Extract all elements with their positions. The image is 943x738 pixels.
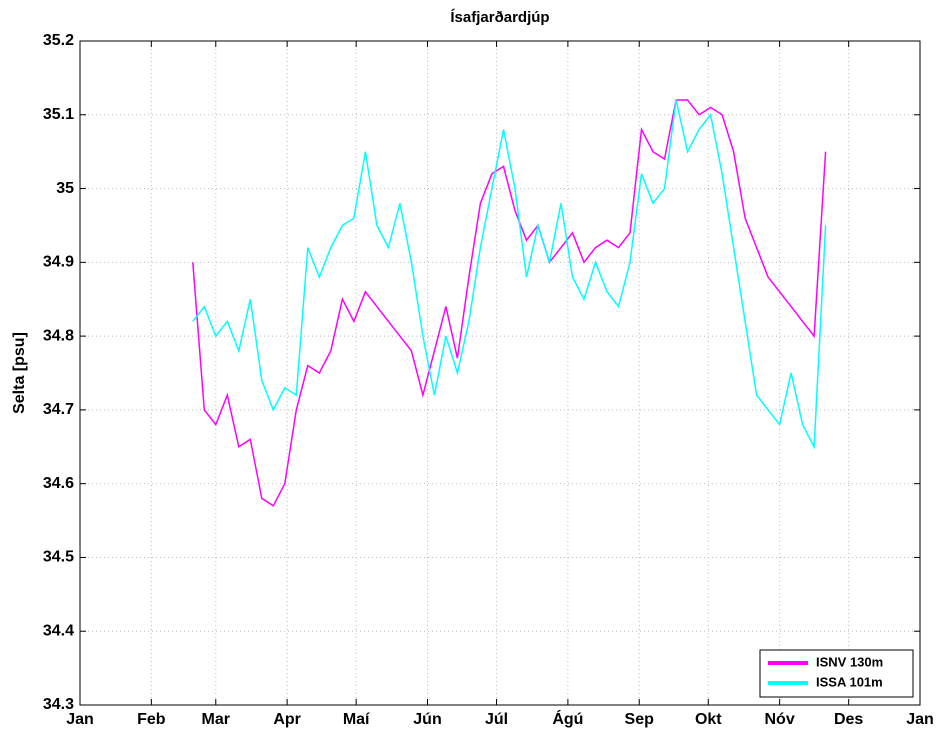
x-tick-label: Maí [343, 711, 370, 728]
x-tick-label: Nóv [764, 711, 794, 728]
plot-frame [79, 40, 921, 706]
x-tick-label: Feb [137, 711, 166, 728]
x-tick-label: Mar [202, 711, 230, 728]
legend-label: ISSA 101m [816, 674, 883, 689]
y-tick-label: 34.9 [43, 254, 74, 271]
y-tick-label: 34.6 [43, 475, 74, 492]
x-tick-label: Okt [695, 711, 722, 728]
legend-label: ISNV 130m [816, 654, 883, 669]
x-tick-label: Júl [485, 711, 508, 728]
y-axis-label: Selta [psu] [11, 332, 28, 414]
x-tick-label: Des [834, 711, 863, 728]
y-tick-label: 35.1 [43, 106, 74, 123]
y-tick-label: 34.3 [43, 696, 74, 713]
series-line [192, 99, 827, 507]
series-line [192, 99, 827, 450]
chart-title: Ísafjarðardjúp [450, 9, 549, 26]
y-tick-label: 34.5 [43, 549, 74, 566]
y-tick-label: 34.4 [43, 622, 74, 639]
x-tick-label: Jan [66, 711, 94, 728]
x-tick-label: Ágú [552, 709, 583, 728]
x-tick-label: Jan [906, 711, 934, 728]
y-tick-label: 35 [56, 180, 74, 197]
x-tick-label: Sep [625, 711, 655, 728]
y-tick-label: 34.8 [43, 327, 74, 344]
x-tick-label: Apr [273, 711, 301, 728]
legend-box [759, 649, 914, 698]
y-tick-label: 34.7 [43, 401, 74, 418]
y-tick-label: 35.2 [43, 32, 74, 49]
x-tick-label: Jún [413, 711, 441, 728]
legend: ISNV 130m ISSA 101m [759, 649, 914, 698]
